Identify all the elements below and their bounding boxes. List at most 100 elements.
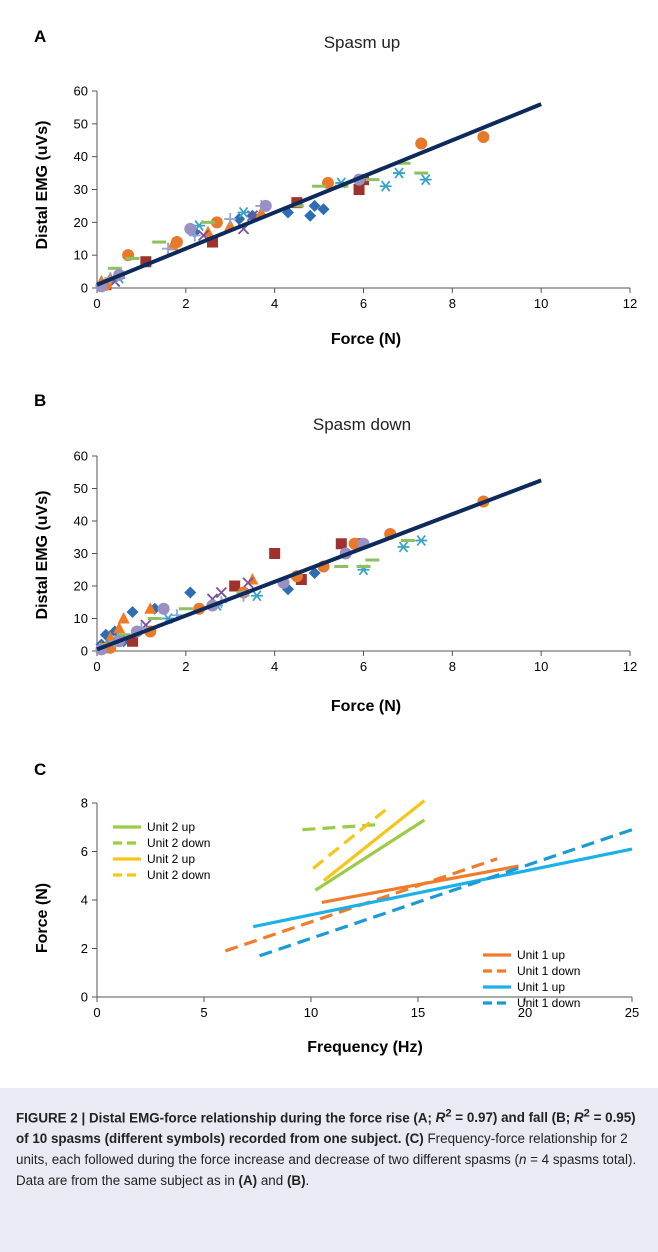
data-point bbox=[144, 602, 157, 614]
panel-c: C Frequency (Hz) Force (N) 0 2 4 6 8 0 5 10 15 20… bbox=[34, 760, 639, 1056]
data-point bbox=[126, 606, 139, 618]
figure: A Spasm up Force (N) Distal EMG (uVs) 0 1… bbox=[34, 27, 639, 1056]
series-line bbox=[252, 847, 633, 929]
panel-a: A Spasm up Force (N) Distal EMG (uVs) 0 1… bbox=[34, 27, 637, 348]
x-tick-label: 10 bbox=[534, 659, 548, 674]
legend-label: Unit 1 up bbox=[517, 948, 565, 962]
caption-panel-c-ref: (C) bbox=[401, 1131, 424, 1147]
y-tick-label: 10 bbox=[74, 611, 88, 626]
x-tick-label: 6 bbox=[360, 659, 367, 674]
data-point bbox=[477, 130, 490, 143]
data-point bbox=[117, 612, 130, 624]
data-point bbox=[242, 577, 254, 589]
y-tick-label: 6 bbox=[81, 844, 88, 859]
legend-label: Unit 1 up bbox=[517, 980, 565, 994]
y-tick-label: 30 bbox=[74, 182, 88, 197]
chart-title: Spasm up bbox=[324, 33, 401, 52]
y-tick-label: 20 bbox=[74, 579, 88, 594]
caption-text-3: and bbox=[257, 1173, 287, 1189]
data-point bbox=[415, 534, 428, 547]
caption-r2-value-a: = 0.97) and fall (B; bbox=[451, 1110, 574, 1126]
caption-text-4: . bbox=[305, 1173, 310, 1189]
x-tick-label: 0 bbox=[93, 1005, 100, 1020]
data-point bbox=[210, 216, 223, 229]
data-point bbox=[162, 242, 175, 255]
data-point bbox=[379, 180, 392, 192]
y-tick-label: 4 bbox=[81, 893, 88, 908]
data-point bbox=[224, 213, 237, 226]
caption-r2-value-b: = 0.95) of 10 spasms (different symbols)… bbox=[16, 1110, 636, 1147]
y-tick-label: 0 bbox=[81, 644, 88, 659]
legend-label: Unit 2 up bbox=[147, 820, 195, 834]
x-tick-label: 25 bbox=[625, 1005, 639, 1020]
y-tick-label: 2 bbox=[81, 941, 88, 956]
x-tick-label: 12 bbox=[623, 296, 637, 311]
legend-label: Unit 2 down bbox=[147, 868, 210, 882]
caption-text-2: = 4 spasms total). Data are from the sam… bbox=[16, 1152, 637, 1189]
caption-n-var: n bbox=[518, 1152, 527, 1168]
y-tick-label: 8 bbox=[81, 796, 88, 811]
x-tick-label: 0 bbox=[93, 296, 100, 311]
y-tick-label: 20 bbox=[74, 215, 88, 230]
plot-area: 0 2 4 6 8 0 5 10 15 20 25 Unit 2 up Unit 2 down Unit … bbox=[81, 796, 639, 1021]
series-line bbox=[302, 823, 376, 832]
panel-letter-a: A bbox=[34, 27, 46, 46]
x-tick-label: 8 bbox=[449, 659, 456, 674]
fit-line bbox=[96, 478, 542, 652]
y-tick-label: 40 bbox=[74, 149, 88, 164]
y-tick-label: 10 bbox=[74, 248, 88, 263]
data-point bbox=[419, 174, 432, 186]
caption-superscript-a: 2 bbox=[445, 1108, 452, 1120]
data-point bbox=[233, 213, 246, 226]
data-point bbox=[127, 635, 139, 647]
panel-b: B Spasm down Force (N) Distal EMG (uVs) … bbox=[34, 391, 637, 715]
data-point bbox=[269, 548, 281, 559]
data-point bbox=[184, 222, 197, 235]
x-tick-label: 4 bbox=[271, 296, 278, 311]
data-point bbox=[308, 199, 321, 212]
data-point bbox=[113, 621, 126, 634]
x-tick-label: 4 bbox=[271, 659, 278, 674]
y-tick-label: 0 bbox=[81, 281, 88, 296]
x-tick-label: 2 bbox=[182, 296, 189, 311]
x-tick-label: 15 bbox=[411, 1005, 425, 1020]
caption-bold-text: Distal EMG-force relationship during the… bbox=[88, 1110, 436, 1126]
legend-label: Unit 1 down bbox=[517, 964, 580, 978]
data-point bbox=[215, 586, 228, 599]
y-tick-label: 50 bbox=[74, 116, 88, 131]
x-tick-label: 2 bbox=[182, 659, 189, 674]
data-point bbox=[259, 199, 272, 212]
panel-letter-b: B bbox=[34, 391, 46, 410]
x-axis-label: Force (N) bbox=[331, 331, 401, 348]
caption-superscript-b: 2 bbox=[583, 1108, 590, 1120]
data-point bbox=[317, 203, 330, 216]
data-point bbox=[308, 567, 321, 579]
data-point bbox=[184, 586, 197, 599]
series-line bbox=[312, 806, 390, 870]
data-point bbox=[170, 236, 183, 249]
caption-r2-var-a: R bbox=[435, 1110, 446, 1126]
x-tick-label: 8 bbox=[449, 296, 456, 311]
y-axis-label: Distal EMG (uVs) bbox=[34, 121, 51, 250]
panel-letter-c: C bbox=[34, 760, 46, 779]
x-tick-label: 0 bbox=[93, 659, 100, 674]
fit-line bbox=[96, 102, 542, 287]
data-point bbox=[157, 602, 170, 615]
x-axis-label: Force (N) bbox=[331, 698, 401, 715]
x-tick-label: 10 bbox=[534, 296, 548, 311]
series-line bbox=[322, 799, 426, 882]
data-point bbox=[335, 538, 347, 550]
data-point bbox=[304, 209, 317, 222]
y-tick-label: 0 bbox=[81, 990, 88, 1005]
y-tick-label: 60 bbox=[74, 84, 88, 99]
series-line bbox=[259, 828, 633, 958]
legend-label: Unit 2 up bbox=[147, 852, 195, 866]
data-point bbox=[415, 137, 428, 150]
caption-ref-a: (A) bbox=[238, 1173, 258, 1189]
data-point bbox=[250, 590, 263, 602]
y-tick-label: 40 bbox=[74, 514, 88, 529]
x-axis-label: Frequency (Hz) bbox=[307, 1039, 423, 1056]
caption-ref-b: (B) bbox=[286, 1173, 306, 1189]
y-axis-label: Distal EMG (uVs) bbox=[34, 491, 51, 620]
chart-title: Spasm down bbox=[313, 415, 411, 434]
